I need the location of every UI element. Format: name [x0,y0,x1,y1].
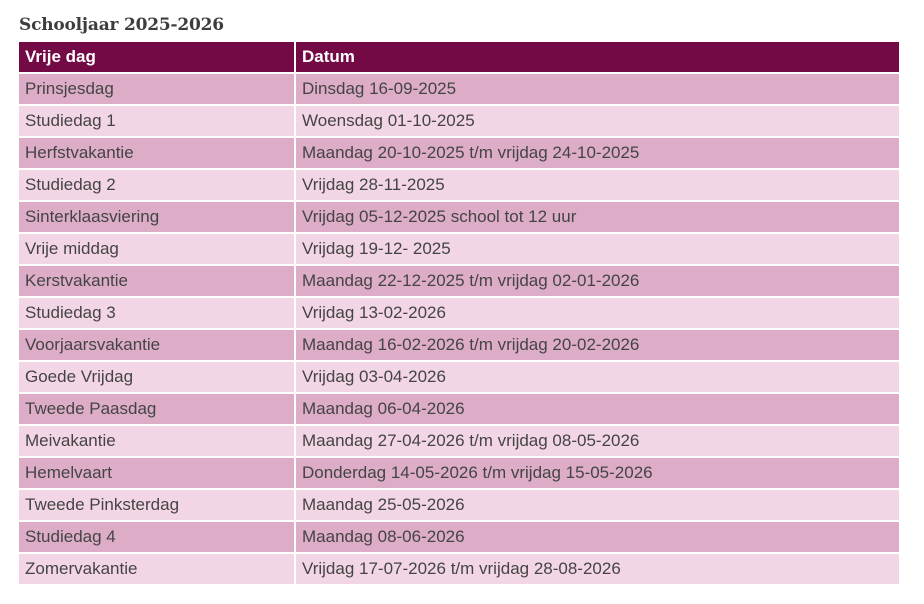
holiday-table: Vrije dag Datum Prinsjesdag Dinsdag 16-09… [19,42,899,584]
holiday-name-cell: Sinterklaasviering [19,200,296,233]
holiday-date-cell: Maandag 27-04-2026 t/m vrijdag 08-05-202… [295,424,899,457]
holiday-date-cell: Maandag 16-02-2026 t/m vrijdag 20-02-202… [295,328,899,361]
column-header-datum: Datum [295,42,899,73]
table-row: Studiedag 1 Woensdag 01-10-2025 [19,104,899,137]
holiday-name-cell: Studiedag 2 [19,168,296,201]
holiday-date-cell: Vrijdag 03-04-2026 [295,360,899,393]
holiday-date-cell: Maandag 22-12-2025 t/m vrijdag 02-01-202… [295,264,899,297]
holiday-name-cell: Hemelvaart [19,456,296,489]
table-row: Sinterklaasviering Vrijdag 05-12-2025 sch… [19,200,899,233]
table-row: Tweede Pinksterdag Maandag 25-05-2026 [19,488,899,521]
table-row: Vrije middag Vrijdag 19-12- 2025 [19,232,899,265]
holiday-date-cell: Maandag 20-10-2025 t/m vrijdag 24-10-202… [295,136,899,169]
table-row: Tweede Paasdag Maandag 06-04-2026 [19,392,899,425]
holiday-date-cell: Donderdag 14-05-2026 t/m vrijdag 15-05-2… [295,456,899,489]
table-row: Goede Vrijdag Vrijdag 03-04-2026 [19,360,899,393]
holiday-name-cell: Goede Vrijdag [19,360,296,393]
holiday-date-cell: Maandag 08-06-2026 [295,520,899,553]
holiday-name-cell: Vrije middag [19,232,296,265]
holiday-date-cell: Woensdag 01-10-2025 [295,104,899,137]
holiday-date-cell: Vrijdag 19-12- 2025 [295,232,899,265]
holiday-date-cell: Maandag 06-04-2026 [295,392,899,425]
holiday-date-cell: Vrijdag 17-07-2026 t/m vrijdag 28-08-202… [295,552,899,584]
holiday-name-cell: Tweede Pinksterdag [19,488,296,521]
holiday-name-cell: Zomervakantie [19,552,296,584]
holiday-name-cell: Studiedag 1 [19,104,296,137]
table-row: Studiedag 2 Vrijdag 28-11-2025 [19,168,899,201]
column-header-vrije-dag: Vrije dag [19,42,296,73]
holiday-name-cell: Studiedag 3 [19,296,296,329]
table-row: Studiedag 3 Vrijdag 13-02-2026 [19,296,899,329]
holiday-name-cell: Meivakantie [19,424,296,457]
table-row: Studiedag 4 Maandag 08-06-2026 [19,520,899,553]
table-row: Zomervakantie Vrijdag 17-07-2026 t/m vrij… [19,552,899,584]
table-row: Meivakantie Maandag 27-04-2026 t/m vrijda… [19,424,899,457]
table-body: Prinsjesdag Dinsdag 16-09-2025 Studiedag 1… [19,72,899,584]
table-row: Prinsjesdag Dinsdag 16-09-2025 [19,72,899,105]
page-title: Schooljaar 2025-2026 [19,15,224,35]
table-row: Voorjaarsvakantie Maandag 16-02-2026 t/m … [19,328,899,361]
holiday-date-cell: Vrijdag 28-11-2025 [295,168,899,201]
holiday-name-cell: Prinsjesdag [19,72,296,105]
schedule-section: Schooljaar 2025-2026 Vrije dag Datum Pri… [19,12,899,584]
holiday-date-cell: Dinsdag 16-09-2025 [295,72,899,105]
holiday-date-cell: Vrijdag 05-12-2025 school tot 12 uur [295,200,899,233]
table-header-row: Vrije dag Datum [19,42,899,73]
holiday-name-cell: Herfstvakantie [19,136,296,169]
table-row: Kerstvakantie Maandag 22-12-2025 t/m vrij… [19,264,899,297]
table-row: Hemelvaart Donderdag 14-05-2026 t/m vrijd… [19,456,899,489]
holiday-date-cell: Maandag 25-05-2026 [295,488,899,521]
holiday-name-cell: Tweede Paasdag [19,392,296,425]
holiday-name-cell: Studiedag 4 [19,520,296,553]
holiday-name-cell: Voorjaarsvakantie [19,328,296,361]
holiday-name-cell: Kerstvakantie [19,264,296,297]
table-row: Herfstvakantie Maandag 20-10-2025 t/m vri… [19,136,899,169]
holiday-date-cell: Vrijdag 13-02-2026 [295,296,899,329]
